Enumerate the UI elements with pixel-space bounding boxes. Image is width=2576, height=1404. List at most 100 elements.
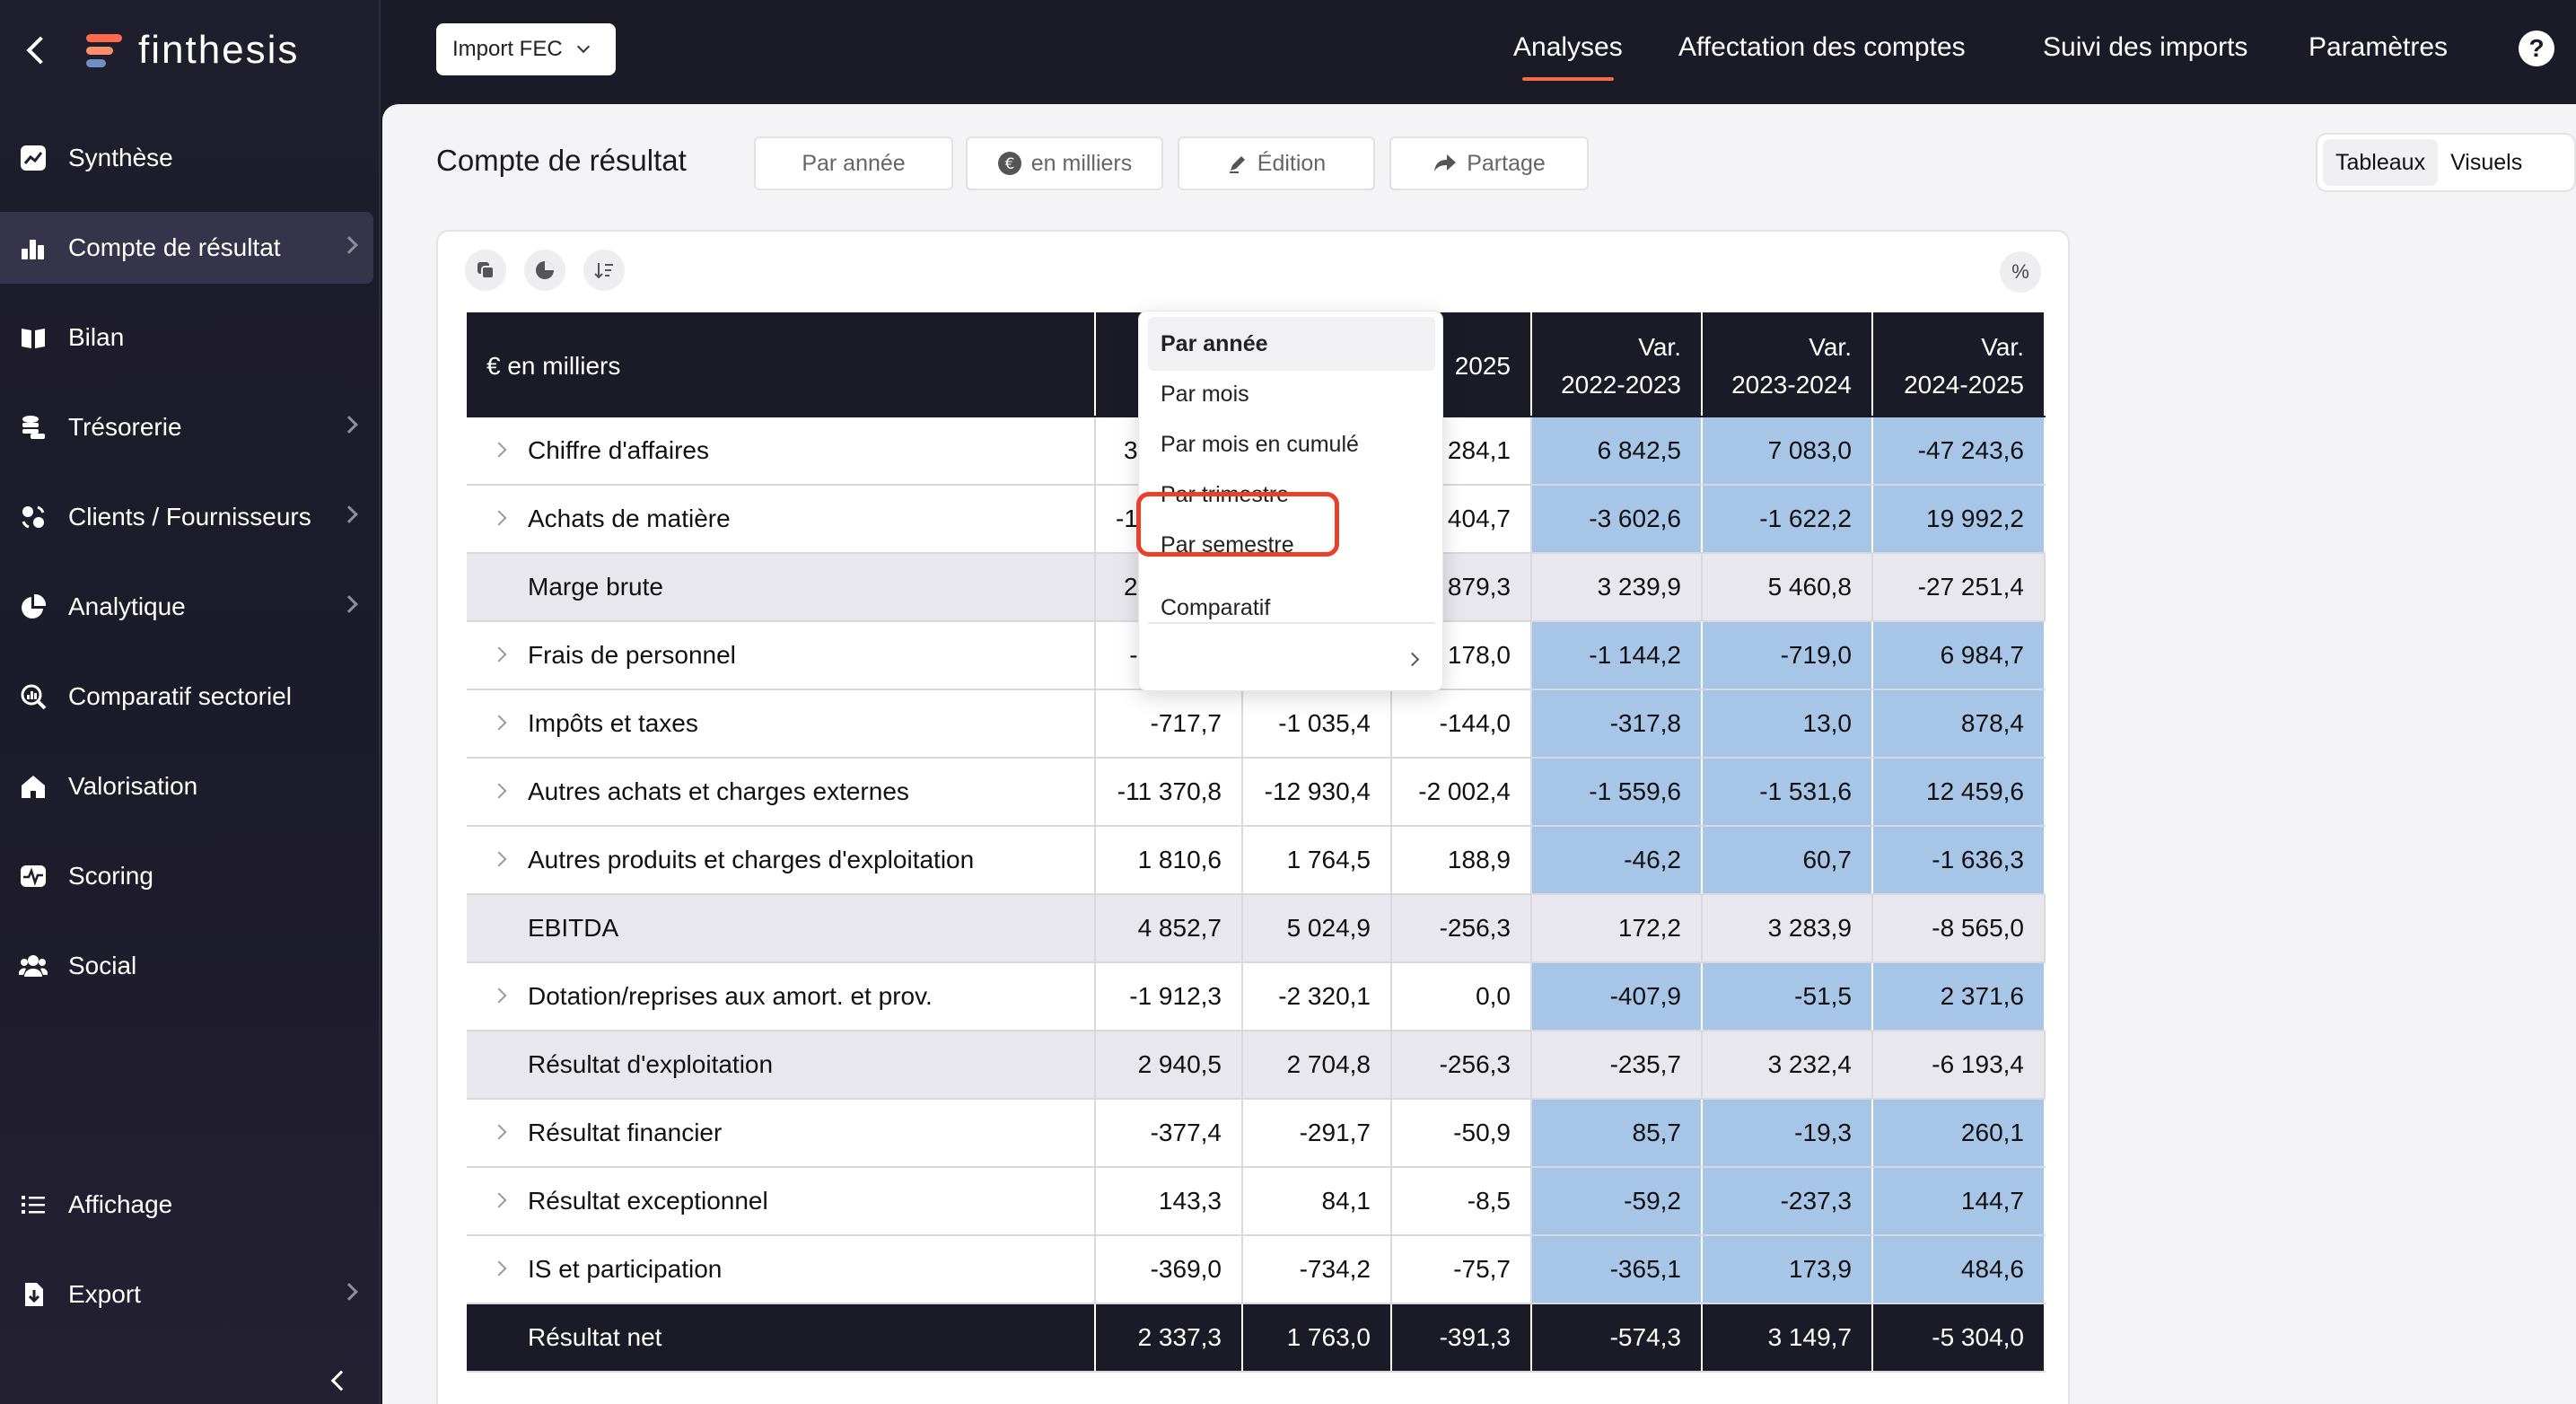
unit-header: € en milliers xyxy=(467,312,1096,417)
table-row[interactable]: Dotation/reprises aux amort. et prov. -1 … xyxy=(467,962,2046,1031)
sidebar-item-compte-de-resultat[interactable]: Compte de résultat xyxy=(0,212,373,284)
sidebar-item-export[interactable]: Export xyxy=(0,1259,373,1330)
table-row[interactable]: Autres produits et charges d'exploitatio… xyxy=(467,826,2046,895)
unit-button[interactable]: € en milliers xyxy=(966,136,1163,190)
trend-chart-icon xyxy=(18,143,48,173)
sidebar-item-bilan[interactable]: Bilan xyxy=(0,302,373,373)
expand-chevron-icon[interactable] xyxy=(491,442,507,458)
back-chevron-icon[interactable] xyxy=(26,36,55,65)
value-cell: 2 940,5 xyxy=(1095,1031,1243,1100)
row-label: Résultat net xyxy=(528,1323,662,1351)
variance-cell: 5 460,8 xyxy=(1702,553,1873,622)
sidebar-item-social[interactable]: Social xyxy=(0,930,373,1002)
row-label-cell: Autres achats et charges externes xyxy=(467,758,1096,827)
menu-item-par-annee[interactable]: Par année xyxy=(1148,317,1435,371)
expand-chevron-icon[interactable] xyxy=(491,646,507,663)
sort-icon[interactable] xyxy=(583,250,625,291)
share-label: Partage xyxy=(1467,150,1546,176)
column-header: Var. 2022-2023 xyxy=(1531,312,1703,417)
period-select-button[interactable]: Par année xyxy=(754,136,953,190)
menu-item-par-mois[interactable]: Par mois xyxy=(1161,382,1249,407)
variance-cell: -3 602,6 xyxy=(1531,485,1703,554)
highlight-annotation xyxy=(1136,492,1339,557)
period-select-label: Par année xyxy=(802,150,906,176)
variance-cell: -1 559,6 xyxy=(1531,758,1703,827)
row-label-cell: Chiffre d'affaires xyxy=(467,417,1096,486)
sidebar-item-label: Bilan xyxy=(68,323,125,351)
variance-cell: 3 232,4 xyxy=(1702,1031,1873,1100)
variance-cell: 2 371,6 xyxy=(1872,962,2046,1031)
table-row[interactable]: Achats de matière-17 172,1-20 774,7-2 40… xyxy=(467,485,2046,554)
sidebar-item-label: Social xyxy=(68,952,137,979)
expand-chevron-icon[interactable] xyxy=(491,1192,507,1208)
table-row[interactable]: Résultat financier -377,4 -291,7 -50,9 85,7-… xyxy=(467,1099,2046,1168)
copy-icon[interactable] xyxy=(465,250,506,291)
row-label-cell: Résultat financier xyxy=(467,1099,1096,1168)
magnifier-chart-icon xyxy=(18,681,48,712)
column-header: Var. 2024-2025 xyxy=(1872,312,2046,417)
sidebar-item-valorisation[interactable]: Valorisation xyxy=(0,750,373,822)
tab-suivi-des-imports[interactable]: Suivi des imports xyxy=(2043,32,2248,62)
value-cell: -75,7 xyxy=(1391,1235,1532,1304)
variance-cell: 484,6 xyxy=(1872,1235,2046,1304)
sidebar-item-analytique[interactable]: Analytique xyxy=(0,571,373,643)
chevron-right-icon xyxy=(340,236,358,254)
variance-cell: 6 984,7 xyxy=(1872,621,2046,690)
tab-parametres[interactable]: Paramètres xyxy=(2309,32,2449,62)
sidebar-item-tresorerie[interactable]: Trésorerie xyxy=(0,391,373,463)
sidebar-item-synthese[interactable]: Synthèse xyxy=(0,122,373,194)
tab-analyses[interactable]: Analyses xyxy=(1513,32,1623,81)
value-cell: 188,9 xyxy=(1391,826,1532,895)
expand-chevron-icon[interactable] xyxy=(491,1124,507,1140)
percent-toggle[interactable]: % xyxy=(2000,251,2041,293)
sidebar-item-label: Compte de résultat xyxy=(68,233,281,261)
variance-cell: -1 531,6 xyxy=(1702,758,1873,827)
value-cell: -2 320,1 xyxy=(1242,962,1392,1031)
row-label: EBITDA xyxy=(528,914,619,942)
variance-cell: -237,3 xyxy=(1702,1167,1873,1236)
value-cell: 2 337,3 xyxy=(1095,1303,1243,1373)
expand-chevron-icon[interactable] xyxy=(491,783,507,799)
import-fec-dropdown[interactable]: Import FEC xyxy=(436,23,616,75)
variance-cell: -1 622,2 xyxy=(1702,485,1873,554)
collapse-sidebar-icon[interactable] xyxy=(330,1370,352,1391)
open-book-icon xyxy=(18,322,48,353)
expand-chevron-icon[interactable] xyxy=(491,851,507,867)
sidebar-item-label: Clients / Fournisseurs xyxy=(68,503,311,531)
expand-chevron-icon[interactable] xyxy=(491,1260,507,1277)
income-statement-table: € en milliers202220232025Var. 2022-2023V… xyxy=(467,312,2046,1373)
table-row[interactable]: Résultat exceptionnel 143,3 84,1 -8,5 -59,2-… xyxy=(467,1167,2046,1236)
share-button[interactable]: Partage xyxy=(1389,136,1589,190)
variance-cell: 173,9 xyxy=(1702,1235,1873,1304)
coins-icon xyxy=(18,412,48,443)
sidebar-item-clients-fournisseurs[interactable]: Clients / Fournisseurs xyxy=(0,481,373,553)
variance-cell: 85,7 xyxy=(1531,1099,1703,1168)
variance-cell: 19 992,2 xyxy=(1872,485,2046,554)
import-fec-label: Import FEC xyxy=(452,37,563,61)
variance-cell: -407,9 xyxy=(1531,962,1703,1031)
value-cell: -144,0 xyxy=(1391,689,1532,759)
table-row: Résultat net 2 337,3 1 763,0 -391,3 -574,3 3 … xyxy=(467,1303,2046,1373)
expand-chevron-icon[interactable] xyxy=(491,987,507,1004)
people-icon xyxy=(18,951,48,981)
table-row[interactable]: IS et participation -369,0 -734,2 -75,7 -365… xyxy=(467,1235,2046,1304)
edit-button[interactable]: Édition xyxy=(1178,136,1375,190)
help-icon[interactable]: ? xyxy=(2519,31,2554,66)
expand-chevron-icon[interactable] xyxy=(491,715,507,731)
sidebar-item-affichage[interactable]: Affichage xyxy=(0,1169,373,1241)
pie-chart-toggle-icon[interactable] xyxy=(524,250,565,291)
table-row[interactable]: Impôts et taxes -717,7 -1 035,4 -144,0 -317,… xyxy=(467,689,2046,759)
sidebar-item-scoring[interactable]: Scoring xyxy=(0,840,373,912)
tab-tableaux[interactable]: Tableaux xyxy=(2323,139,2439,186)
menu-item-comparatif[interactable]: Comparatif xyxy=(1161,595,1271,620)
tab-affectation-des-comptes[interactable]: Affectation des comptes xyxy=(1678,32,1966,62)
variance-cell: -46,2 xyxy=(1531,826,1703,895)
sidebar-item-label: Export xyxy=(68,1280,141,1308)
euro-icon: € xyxy=(997,151,1022,176)
tab-visuels[interactable]: Visuels xyxy=(2450,150,2523,175)
table-row[interactable]: Autres achats et charges externes -11 370… xyxy=(467,758,2046,827)
sidebar-item-comparatif-sectoriel[interactable]: Comparatif sectoriel xyxy=(0,661,373,733)
menu-item-par-mois-en-cumule[interactable]: Par mois en cumulé xyxy=(1161,432,1359,457)
expand-chevron-icon[interactable] xyxy=(491,510,507,526)
page-title: Compte de résultat xyxy=(436,144,687,177)
